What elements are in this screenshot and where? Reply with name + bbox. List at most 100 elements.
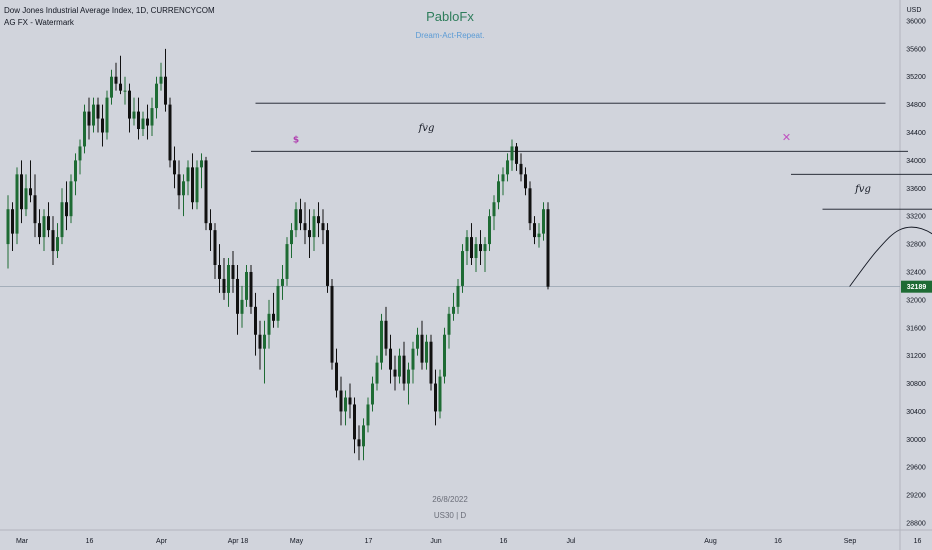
candle[interactable]: [146, 104, 149, 140]
candle[interactable]: [65, 181, 68, 231]
candle[interactable]: [56, 223, 59, 259]
candle[interactable]: [425, 334, 428, 370]
fvg-label-2[interactable]: fvg: [854, 184, 871, 195]
candle[interactable]: [294, 202, 298, 238]
candle[interactable]: [96, 97, 100, 133]
candle[interactable]: [128, 83, 131, 133]
candle[interactable]: [159, 62, 163, 91]
candle[interactable]: [474, 237, 478, 272]
candle[interactable]: [461, 244, 464, 293]
candle[interactable]: [249, 265, 253, 314]
candle[interactable]: [47, 202, 50, 238]
candle[interactable]: [303, 202, 307, 245]
candle[interactable]: [74, 153, 77, 196]
candle[interactable]: [312, 209, 316, 252]
candle[interactable]: [407, 362, 410, 405]
candle[interactable]: [317, 202, 320, 238]
candle[interactable]: [110, 69, 113, 105]
candle[interactable]: [429, 334, 433, 391]
candle[interactable]: [506, 153, 509, 182]
candle[interactable]: [191, 153, 194, 210]
candle[interactable]: [92, 97, 95, 133]
candle[interactable]: [263, 320, 266, 384]
candle[interactable]: [240, 285, 244, 328]
candle[interactable]: [524, 167, 527, 196]
candle[interactable]: [254, 292, 257, 356]
candle[interactable]: [276, 278, 280, 328]
candle[interactable]: [69, 174, 73, 224]
candle[interactable]: [78, 139, 82, 175]
candle[interactable]: [231, 251, 235, 293]
candle[interactable]: [362, 418, 365, 461]
candle[interactable]: [15, 167, 19, 245]
candle[interactable]: [470, 223, 473, 265]
candle[interactable]: [479, 230, 482, 265]
candle[interactable]: [6, 195, 10, 269]
candle[interactable]: [465, 230, 469, 265]
symbol-title[interactable]: Dow Jones Industrial Average Index, 1D, …: [4, 6, 215, 15]
candle[interactable]: [33, 174, 37, 238]
candle[interactable]: [357, 425, 361, 461]
projection-curve[interactable]: [849, 226, 932, 488]
candle[interactable]: [195, 160, 199, 210]
candle[interactable]: [114, 62, 118, 91]
candle[interactable]: [456, 278, 460, 314]
candle[interactable]: [443, 327, 446, 384]
candle[interactable]: [348, 383, 352, 419]
candle[interactable]: [213, 223, 217, 279]
candle[interactable]: [308, 209, 311, 259]
candle[interactable]: [150, 97, 154, 136]
candle[interactable]: [119, 55, 122, 95]
candle[interactable]: [209, 209, 212, 252]
candle[interactable]: [402, 341, 406, 391]
candle[interactable]: [168, 97, 172, 168]
candle[interactable]: [101, 104, 104, 147]
candle[interactable]: [299, 198, 302, 231]
candle[interactable]: [51, 216, 55, 265]
fvg-label-1[interactable]: fvg: [418, 123, 435, 134]
candle[interactable]: [137, 97, 140, 140]
candle[interactable]: [380, 313, 383, 370]
candle[interactable]: [132, 97, 136, 126]
candle[interactable]: [290, 223, 293, 259]
candle[interactable]: [20, 160, 23, 224]
candle[interactable]: [371, 376, 374, 412]
candle[interactable]: [330, 278, 334, 370]
candle[interactable]: [141, 111, 145, 136]
candle[interactable]: [29, 160, 32, 203]
price-axis[interactable]: [900, 0, 932, 530]
candle[interactable]: [267, 299, 271, 349]
dollar-mark[interactable]: $: [293, 135, 299, 145]
candle[interactable]: [123, 76, 127, 105]
candle[interactable]: [24, 174, 28, 217]
candle[interactable]: [339, 376, 343, 426]
candle[interactable]: [218, 244, 221, 293]
candle[interactable]: [411, 341, 415, 384]
candle[interactable]: [173, 146, 176, 189]
x-mark[interactable]: ✕: [782, 131, 791, 144]
candle[interactable]: [416, 327, 419, 356]
candle[interactable]: [204, 156, 208, 231]
candle[interactable]: [38, 209, 41, 245]
candle[interactable]: [60, 188, 64, 245]
candle[interactable]: [164, 48, 167, 112]
candle[interactable]: [272, 292, 275, 328]
candle[interactable]: [375, 355, 379, 391]
candle[interactable]: [515, 142, 518, 171]
candle[interactable]: [528, 181, 532, 231]
candle[interactable]: [366, 397, 370, 433]
candle[interactable]: [236, 265, 239, 335]
candle[interactable]: [42, 209, 46, 252]
candle[interactable]: [492, 195, 496, 231]
candle[interactable]: [510, 139, 514, 171]
candle[interactable]: [533, 216, 536, 245]
candle[interactable]: [335, 348, 338, 398]
candle[interactable]: [105, 90, 109, 140]
candle[interactable]: [11, 202, 14, 252]
candle[interactable]: [281, 265, 284, 300]
indicator-title[interactable]: AG FX - Watermark: [4, 18, 74, 27]
candle[interactable]: [344, 390, 347, 426]
candle[interactable]: [438, 369, 442, 419]
candle[interactable]: [452, 292, 455, 321]
candle[interactable]: [546, 202, 550, 290]
